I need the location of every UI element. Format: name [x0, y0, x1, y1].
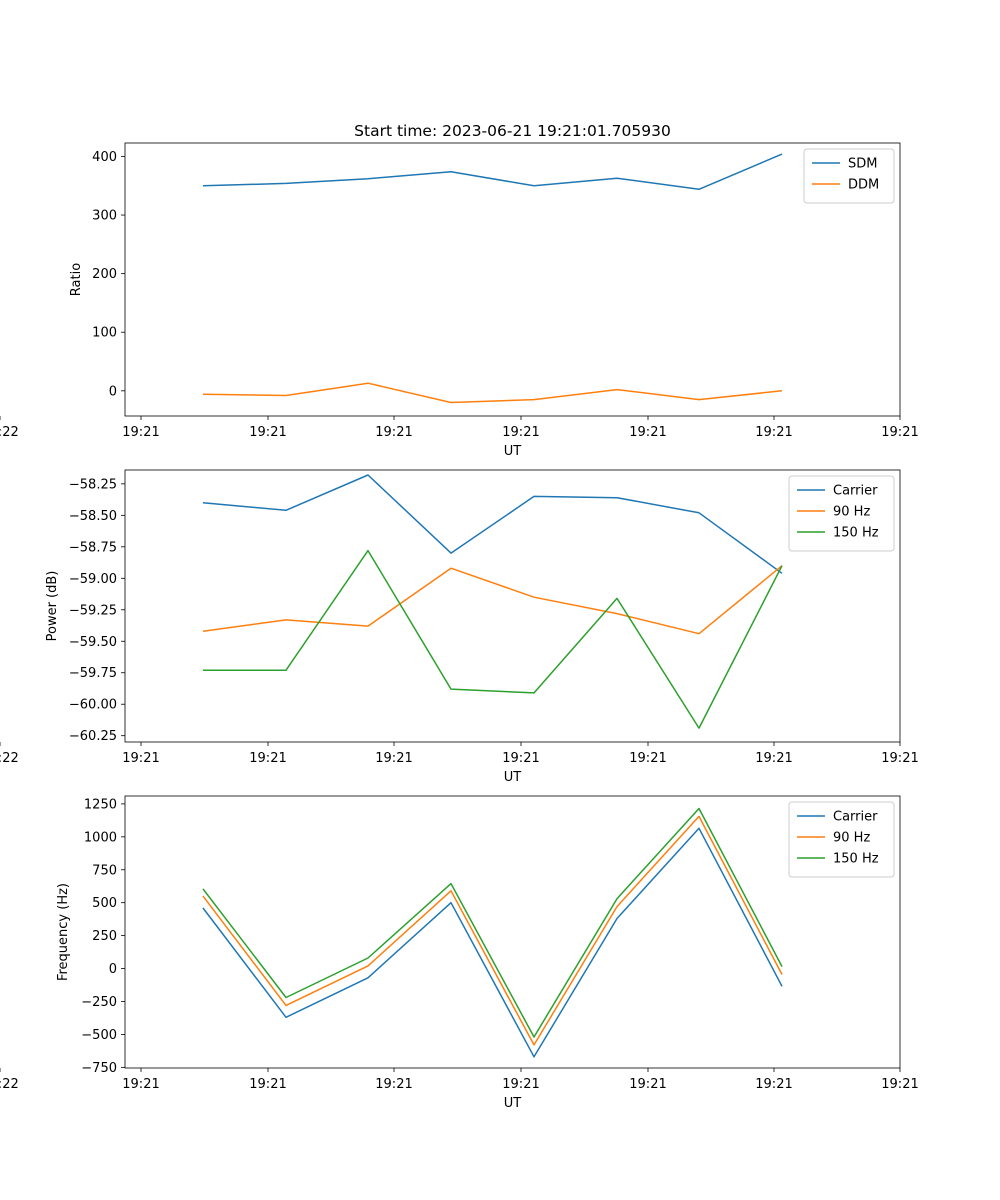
y-axis-label: Frequency (Hz) — [56, 883, 71, 981]
legend: Carrier 90 Hz 150 Hz — [788, 475, 895, 552]
series-line-ddm — [202, 382, 783, 404]
y-tick-label: −500 — [81, 1028, 117, 1043]
y-tick-label: −250 — [81, 995, 117, 1010]
x-axis-label: UT — [504, 444, 522, 459]
x-tick-label: 19:21 — [375, 751, 412, 766]
x-tick-label: 19:21 — [122, 425, 159, 440]
chart-panel-2: 19:21 19:21 19:21 19:21 19:21 19:21 19:21 19:22… — [0, 469, 919, 785]
legend: Carrier 90 Hz 150 Hz — [788, 801, 895, 878]
x-tick-label: 19:21 — [881, 1077, 918, 1092]
y-tick-label: −60.00 — [69, 698, 117, 713]
y-tick-label: 250 — [92, 929, 117, 944]
y-tick-label: 400 — [92, 150, 117, 165]
x-tick-label: 19:21 — [249, 751, 286, 766]
x-tick-label: 19:22 — [0, 425, 19, 440]
series-line-150-hz — [203, 549, 783, 729]
series-line-carrier — [202, 474, 783, 574]
y-tick-label: −58.75 — [69, 540, 117, 555]
x-tick-label: 19:21 — [502, 1077, 539, 1092]
plot-area — [202, 153, 783, 404]
axes-frame — [124, 469, 901, 743]
axes-frame — [124, 795, 901, 1069]
chart-panel-3: 19:21 19:21 19:21 19:21 19:21 19:21 19:21 19:22… — [0, 795, 919, 1111]
y-tick-label: 0 — [109, 962, 117, 977]
y-tick-label: −59.25 — [69, 603, 117, 618]
y-tick-label: 200 — [92, 267, 117, 282]
series-line-90-hz — [202, 815, 783, 1046]
x-tick-label: 19:21 — [881, 751, 918, 766]
x-tick-label: 19:21 — [375, 1077, 412, 1092]
series-line-sdm — [202, 153, 783, 191]
y-axis-label: Power (dB) — [45, 571, 60, 642]
plot-area — [202, 807, 783, 1058]
y-axis-label: Ratio — [69, 263, 84, 296]
y-tick-label: −59.00 — [69, 572, 117, 587]
legend-label: SDM — [848, 157, 877, 172]
series-line-90-hz — [202, 565, 783, 635]
legend-label: 150 Hz — [833, 526, 879, 541]
y-tick-label: −60.25 — [69, 729, 117, 744]
y-tick-label: 1250 — [84, 797, 117, 812]
x-tick-label: 19:21 — [755, 425, 792, 440]
y-tick-label: −58.25 — [69, 477, 117, 492]
y-tick-label: 100 — [92, 326, 117, 341]
axes-frame — [124, 142, 901, 417]
x-axis-label: UT — [504, 1096, 522, 1111]
x-tick-label: 19:21 — [249, 425, 286, 440]
legend-label: 150 Hz — [833, 852, 879, 867]
y-tick-label: 0 — [109, 384, 117, 399]
legend-label: 90 Hz — [833, 831, 870, 846]
x-axis-label: UT — [504, 770, 522, 785]
chart-title: Start time: 2023-06-21 19:21:01.705930 — [354, 122, 671, 140]
x-tick-label: 19:21 — [502, 751, 539, 766]
legend-label: Carrier — [833, 810, 878, 825]
series-line-carrier — [202, 827, 783, 1058]
y-tick-label: 500 — [92, 896, 117, 911]
plot-area — [202, 474, 783, 729]
x-tick-label: 19:21 — [629, 425, 666, 440]
y-tick-label: 750 — [92, 863, 117, 878]
x-tick-label: 19:22 — [0, 1077, 19, 1092]
legend-label: 90 Hz — [833, 505, 870, 520]
legend: SDM DDM — [803, 148, 895, 204]
series-line-150-hz — [202, 807, 783, 1038]
x-tick-label: 19:22 — [0, 751, 19, 766]
chart-panel-1: Start time: 2023-06-21 19:21:01.705930 19… — [0, 122, 919, 459]
x-tick-label: 19:21 — [122, 1077, 159, 1092]
x-tick-label: 19:21 — [755, 1077, 792, 1092]
y-tick-label: −59.75 — [69, 666, 117, 681]
y-tick-label: 1000 — [84, 830, 117, 845]
x-tick-label: 19:21 — [629, 751, 666, 766]
x-tick-label: 19:21 — [629, 1077, 666, 1092]
y-tick-label: −58.50 — [69, 509, 117, 524]
x-tick-label: 19:21 — [755, 751, 792, 766]
x-tick-label: 19:21 — [881, 425, 918, 440]
x-tick-label: 19:21 — [502, 425, 539, 440]
legend-label: DDM — [848, 178, 879, 193]
x-tick-label: 19:21 — [249, 1077, 286, 1092]
x-tick-label: 19:21 — [375, 425, 412, 440]
y-tick-label: −59.50 — [69, 635, 117, 650]
x-tick-label: 19:21 — [122, 751, 159, 766]
legend-label: Carrier — [833, 484, 878, 499]
y-tick-label: 300 — [92, 209, 117, 224]
y-tick-label: −750 — [81, 1061, 117, 1076]
